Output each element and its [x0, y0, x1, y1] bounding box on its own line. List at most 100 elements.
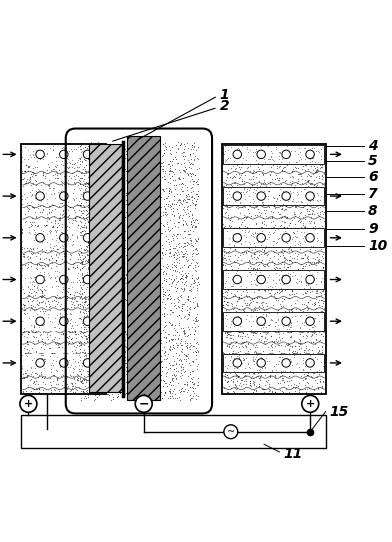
Point [22, 265, 28, 274]
Point [131, 174, 138, 183]
Point [173, 274, 180, 282]
Point [187, 150, 194, 159]
Point [131, 155, 138, 164]
Point [298, 339, 304, 347]
Point [284, 212, 290, 221]
Point [68, 324, 74, 333]
Point [41, 285, 47, 294]
Point [234, 201, 240, 209]
Point [37, 268, 44, 276]
Point [88, 326, 94, 335]
Point [160, 289, 166, 298]
Point [163, 270, 170, 279]
Point [59, 211, 65, 220]
Point [83, 307, 89, 315]
Point [130, 256, 136, 264]
Point [173, 287, 180, 296]
Point [160, 162, 166, 170]
Point [274, 164, 280, 172]
Point [232, 143, 239, 152]
Point [51, 266, 57, 274]
Point [138, 259, 145, 267]
Point [142, 172, 148, 180]
Point [44, 358, 51, 366]
Point [180, 180, 187, 189]
Point [102, 175, 108, 184]
Point [24, 198, 30, 207]
Point [91, 268, 97, 276]
Bar [23, 312, 105, 331]
Point [53, 340, 59, 349]
Point [61, 236, 67, 245]
Point [103, 336, 110, 345]
Point [234, 352, 240, 360]
Point [96, 233, 102, 242]
Point [225, 382, 232, 390]
Point [258, 272, 264, 281]
Point [124, 141, 130, 150]
Point [123, 196, 129, 205]
Point [51, 320, 58, 328]
Point [192, 317, 199, 325]
Point [294, 235, 300, 243]
Point [228, 362, 234, 370]
Point [229, 275, 235, 283]
Point [20, 344, 27, 352]
Point [100, 341, 106, 350]
Point [89, 166, 96, 175]
Point [124, 177, 131, 185]
Point [259, 360, 265, 369]
Point [155, 266, 162, 275]
Point [319, 362, 326, 370]
Point [52, 267, 58, 275]
Point [24, 199, 30, 208]
Point [256, 264, 263, 273]
Point [98, 152, 104, 160]
Point [238, 239, 244, 248]
Point [190, 341, 196, 350]
Point [160, 286, 166, 295]
Point [43, 294, 49, 303]
Point [29, 167, 36, 176]
Point [176, 175, 183, 183]
Point [66, 387, 73, 396]
Point [133, 205, 139, 214]
Point [302, 237, 309, 246]
Point [223, 320, 229, 328]
Point [225, 388, 231, 396]
Point [111, 254, 117, 263]
Point [71, 342, 78, 351]
Point [97, 209, 103, 218]
Point [270, 301, 276, 309]
Point [24, 296, 31, 305]
Point [265, 213, 271, 222]
Point [132, 223, 139, 231]
Point [291, 229, 297, 238]
Point [255, 372, 261, 380]
Point [286, 294, 292, 302]
Point [89, 256, 95, 265]
Point [271, 356, 277, 365]
Point [97, 146, 103, 155]
Point [107, 257, 113, 266]
Point [293, 383, 299, 391]
Point [90, 197, 96, 205]
Point [36, 299, 42, 307]
Point [194, 391, 201, 400]
Point [272, 318, 278, 326]
Point [101, 347, 107, 356]
Point [82, 279, 89, 288]
Point [157, 359, 163, 368]
Point [154, 298, 161, 307]
Point [294, 188, 300, 196]
Point [20, 251, 26, 260]
Point [239, 342, 245, 351]
Point [126, 169, 132, 178]
Point [280, 277, 286, 286]
Point [29, 285, 36, 294]
Point [227, 323, 234, 332]
Point [238, 162, 245, 171]
Point [41, 269, 47, 278]
Point [269, 229, 276, 238]
Point [234, 180, 240, 189]
